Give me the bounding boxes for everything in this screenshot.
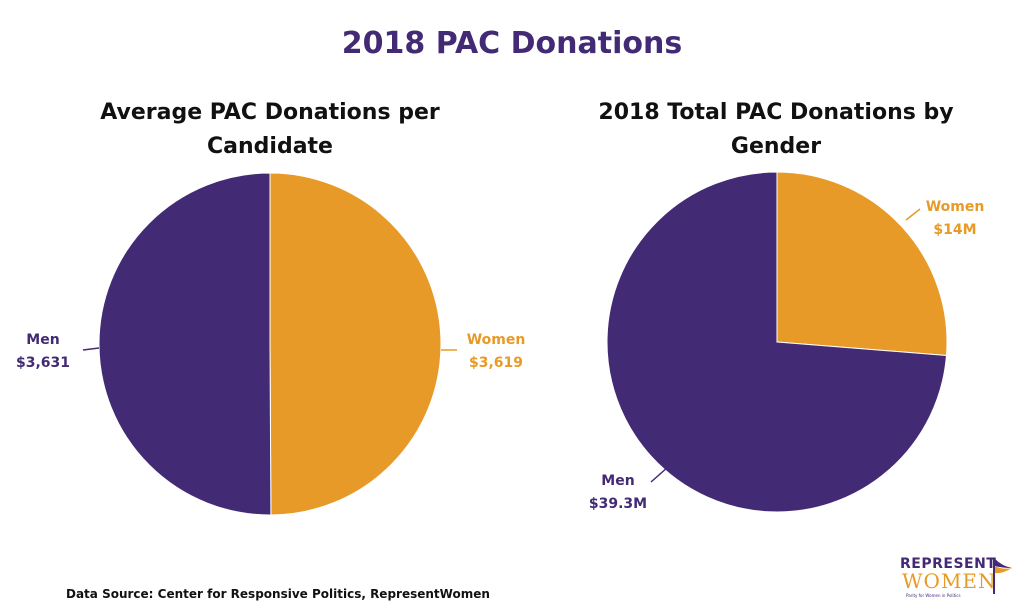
representwomen-logo: REPRESENT WOMEN Parity for Women in Poli… (900, 556, 1012, 604)
label-value: $39.3M (588, 496, 648, 512)
label-name: Women (925, 199, 985, 215)
pie-slice-women (269, 172, 442, 516)
men-label-total: Men $39.3M (578, 470, 658, 516)
pie-slice-men (98, 172, 272, 516)
women-label-average: Women $3,619 (456, 329, 536, 375)
label-value: $3,631 (15, 355, 71, 371)
chart-title-line2: Candidate (207, 134, 333, 159)
leader-line-men (650, 466, 669, 483)
women-label-total: Women $14M (915, 196, 995, 242)
chart-title-line1: 2018 Total PAC Donations by (598, 100, 954, 125)
label-name: Women (466, 332, 526, 348)
data-source: Data Source: Center for Responsive Polit… (66, 587, 490, 601)
chart-title-average: Average PAC Donations per Candidate (70, 96, 470, 164)
pie-slice-men (606, 171, 948, 513)
pie-total (606, 171, 948, 513)
logo-line2: WOMEN (902, 569, 997, 593)
label-name: Men (601, 473, 635, 489)
chart-title-line2: Gender (730, 134, 822, 159)
pie-average (98, 172, 442, 516)
label-value: $3,619 (468, 355, 524, 371)
men-label-average: Men $3,631 (8, 329, 78, 375)
leader-line-men (82, 347, 100, 351)
leader-line-women (905, 208, 921, 221)
chart-title-line1: Average PAC Donations per (100, 100, 440, 125)
chart-title-total: 2018 Total PAC Donations by Gender (576, 96, 976, 164)
page-title: 2018 PAC Donations (341, 26, 683, 61)
label-value: $14M (933, 222, 977, 238)
logo-line1: REPRESENT (900, 556, 997, 572)
logo-tagline: Parity for Women in Politics (906, 593, 961, 598)
pie-slice-women (776, 171, 948, 357)
label-name: Men (26, 332, 60, 348)
flag-icon (993, 558, 1012, 594)
